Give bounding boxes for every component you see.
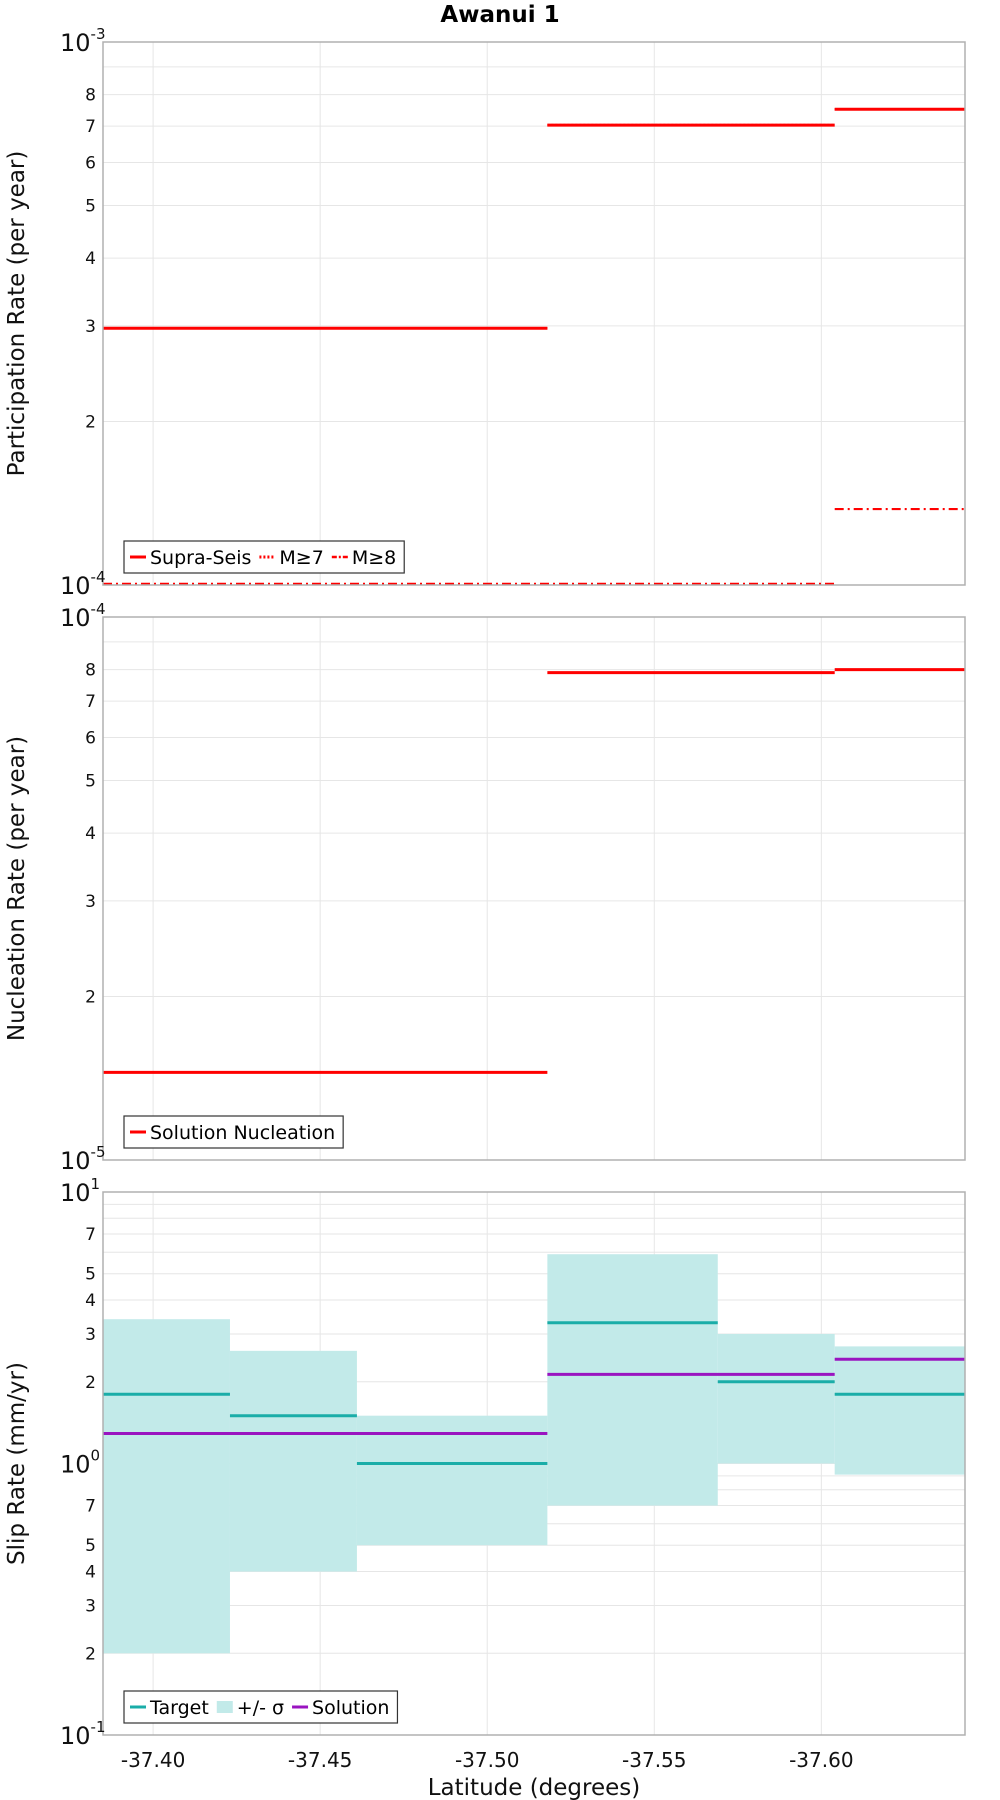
series-solution-nucleation — [103, 668, 965, 1074]
legend-label: M≥7 — [279, 547, 323, 569]
y-tick-label: 5 — [85, 1265, 96, 1285]
y-decade-label: 10-4 — [60, 568, 106, 600]
series-m-7 — [103, 107, 965, 330]
y-tick-label: 5 — [85, 771, 96, 791]
y-decade-label: 10-5 — [60, 1143, 106, 1175]
panel-participation: 10-4 10-3 2 3 4 5 6 7 8 Participation Rate (per y… — [4, 25, 966, 600]
legend-label: Solution Nucleation — [150, 1122, 335, 1144]
y-tick-label: 2 — [85, 1644, 96, 1664]
legend-box — [123, 1690, 399, 1724]
x-tick-label: -37.50 — [455, 1748, 519, 1772]
plot-marks — [103, 107, 965, 585]
plot-frame — [102, 41, 966, 586]
legend-label: +/- σ — [237, 1697, 284, 1719]
legend-box — [123, 1115, 344, 1149]
plot-area — [103, 42, 965, 585]
sigma-band — [356, 1415, 548, 1546]
legend-label: Solution — [312, 1697, 389, 1719]
y-tick-label: 8 — [85, 86, 96, 106]
y-tick-label: 6 — [85, 728, 96, 748]
sigma-band — [103, 1319, 230, 1654]
x-tick-label: -37.45 — [288, 1748, 352, 1772]
y-axis-title: Slip Rate (mm/yr) — [4, 1362, 30, 1565]
y-tick-label: 4 — [85, 1563, 96, 1583]
plot-marks — [103, 1254, 965, 1654]
y-tick-label: 2 — [85, 1373, 96, 1393]
plot-area — [103, 617, 965, 1160]
series-target — [103, 1321, 965, 1465]
y-tick-label: 4 — [85, 824, 96, 844]
y-tick-label: 7 — [85, 1497, 96, 1517]
y-tick-label: 2 — [85, 988, 96, 1008]
y-tick-label: 2 — [85, 413, 96, 433]
y-axis-title: Nucleation Rate (per year) — [4, 736, 30, 1041]
y-tick-label: 7 — [85, 1225, 96, 1245]
sigma-band — [229, 1350, 357, 1572]
y-tick-label: 5 — [85, 196, 96, 216]
y-decade-label: 10-1 — [60, 1718, 106, 1750]
y-tick-label: 8 — [85, 661, 96, 681]
series-solution — [103, 1357, 965, 1435]
legend-label: M≥8 — [352, 547, 396, 569]
legend-label: Supra-Seis — [150, 547, 251, 569]
x-tick-label: -37.60 — [789, 1748, 853, 1772]
y-tick-label: 4 — [85, 249, 96, 269]
y-decade-label: 10-3 — [60, 25, 106, 57]
panel-nucleation: 10-5 10-4 2 3 4 5 6 7 8 Nucleation Rate (per year… — [4, 600, 966, 1175]
sigma-band — [834, 1346, 965, 1475]
y-tick-label: 3 — [85, 1596, 96, 1616]
y-tick-label: 7 — [85, 117, 96, 137]
legend-swatch — [216, 1701, 233, 1713]
y-decade-label: 101 — [60, 1175, 100, 1207]
legend: Solution Nucleation — [123, 1115, 344, 1149]
legend: Supra-Seis M≥7 M≥8 — [123, 540, 405, 574]
y-decade-label: 100 — [60, 1447, 100, 1479]
y-tick-label: 4 — [85, 1291, 96, 1311]
panel-slip: 10-1 100 101 2 3 4 5 7 2 3 4 5 7 Slip Rate (mm/yr) Tar… — [4, 1175, 966, 1800]
y-tick-label: 3 — [85, 317, 96, 337]
series-m-8 — [103, 507, 965, 585]
sigma-band — [547, 1254, 718, 1506]
sigma-band — [717, 1333, 835, 1464]
legend: Target +/- σ Solution — [123, 1690, 399, 1724]
y-tick-label: 6 — [85, 153, 96, 173]
y-axis-title: Participation Rate (per year) — [4, 151, 30, 477]
y-tick-label: 3 — [85, 892, 96, 912]
y-decade-label: 10-4 — [60, 600, 106, 632]
x-tick-label: -37.40 — [121, 1748, 185, 1772]
y-tick-label: 7 — [85, 692, 96, 712]
y-tick-label: 3 — [85, 1325, 96, 1345]
x-tick-label: -37.55 — [622, 1748, 686, 1772]
y-tick-label: 5 — [85, 1536, 96, 1556]
chart-title: Awanui 1 — [440, 2, 560, 28]
plot-frame — [102, 1191, 966, 1736]
plot-frame — [102, 616, 966, 1161]
x-axis-title: Latitude (degrees) — [428, 1775, 641, 1800]
legend-label: Target — [149, 1697, 209, 1719]
plot-marks — [103, 668, 965, 1074]
